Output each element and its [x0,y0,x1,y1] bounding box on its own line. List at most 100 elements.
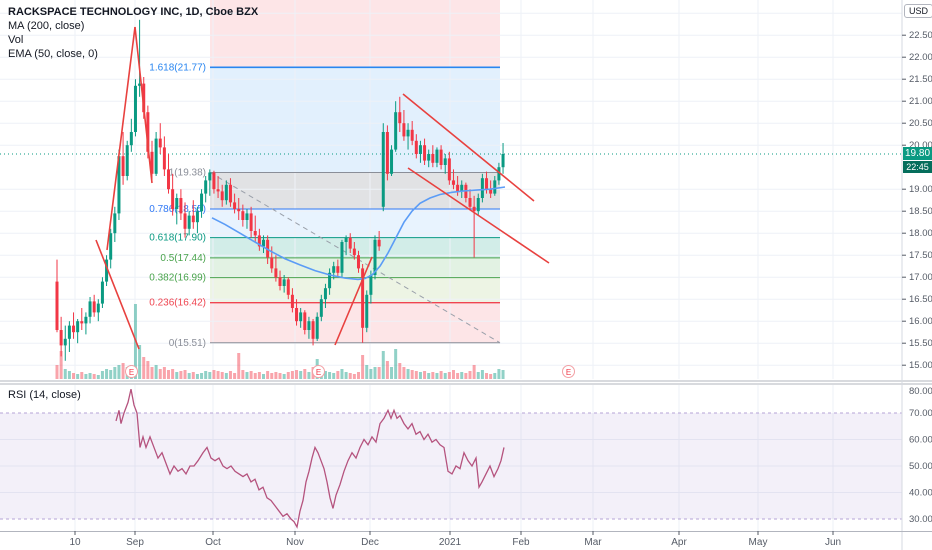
volume-bar [200,373,204,379]
candle-body [410,129,414,141]
volume-bar [105,369,109,379]
bar-countdown-badge: 22:45 [903,161,932,173]
candle-body [72,325,76,333]
volume-bar [220,372,224,379]
volume-bar [468,371,472,379]
volume-bar [307,372,311,379]
volume-bar [208,372,212,379]
volume-bar [402,367,406,379]
candle-body [237,209,241,212]
volume-bar [67,371,71,379]
candle-body [129,132,133,146]
candle-body [175,198,179,209]
volume-bar [88,373,92,379]
currency-badge[interactable]: USD [904,4,932,18]
volume-bar [443,373,447,379]
fib-level-label[interactable]: 0.236(16.42) [149,298,206,309]
candle-body [451,180,455,185]
candle-body [418,145,422,154]
earnings-marker-icon[interactable]: E [562,365,575,378]
trendline-drawing[interactable] [407,167,550,264]
fib-trendline[interactable] [209,172,501,344]
trendline-drawing[interactable] [402,93,535,202]
candle-body [286,279,290,295]
volume-bar [179,371,183,379]
candle-body [100,281,104,304]
fib-level-label[interactable]: 0.786(18.55) [149,204,206,215]
price-axis-label: 22.50 [909,30,932,41]
fib-level-label[interactable]: 0.5(17.44) [160,253,206,264]
candle-body [249,213,253,231]
candle-body [282,279,286,286]
fib-band [210,257,500,278]
candle-body [468,198,472,207]
candle-body [352,248,356,256]
fib-level-label[interactable]: 0(15.51) [169,338,206,349]
candle-body [497,167,501,181]
candle-body [311,321,315,339]
volume-bar [356,372,360,379]
time-axis-label: Oct [205,537,221,548]
fib-band [210,0,500,68]
volume-bar [377,367,381,379]
candle-body [402,123,406,137]
candle-body [67,325,71,339]
indicator-ma[interactable]: MA (200, close) [8,20,85,32]
volume-bar [332,373,336,379]
volume-bar [476,372,480,379]
candle-body [59,330,63,346]
trendline-drawing[interactable] [95,239,140,350]
volume-bar [233,373,237,379]
time-axis-label: 2021 [439,537,462,548]
volume-bar [464,373,468,379]
candle-body [55,281,59,330]
time-axis-label: Sep [126,537,144,548]
time-axis-label: Dec [361,537,379,548]
trendline-drawing[interactable] [334,256,373,346]
candle-body [195,211,199,223]
candle-body [162,147,166,170]
volume-bar [241,370,245,379]
candle-body [501,154,505,168]
trendline-drawing[interactable] [106,26,136,251]
time-axis-label: Feb [512,537,530,548]
trendline-drawing[interactable] [134,26,153,184]
candle-body [377,239,381,247]
volume-bar [427,373,431,379]
fib-band [210,302,500,343]
volume-bar [212,370,216,379]
candle-body [150,151,154,174]
volume-bar [154,365,158,379]
candle-body [121,156,125,176]
symbol-title[interactable]: RACKSPACE TECHNOLOGY INC, 1D, Cboe BZX [8,6,259,18]
earnings-marker-icon[interactable]: E [312,365,325,378]
volume-bar [410,370,414,379]
fib-level-label[interactable]: 1.618(21.77) [149,62,206,73]
fib-level-label[interactable]: 0.618(17.90) [149,233,206,244]
volume-bar [72,373,76,379]
rsi-line[interactable] [115,389,505,529]
candle-body [315,316,319,339]
volume-bar [381,351,385,379]
volume-bar [485,373,489,379]
fib-level-label[interactable]: 0.382(16.99) [149,273,206,284]
volume-bar [183,370,187,379]
volume-bar [150,367,154,379]
rsi-indicator-label[interactable]: RSI (14, close) [8,389,81,401]
ema-line[interactable] [211,186,506,281]
fib-level-label[interactable]: 1(19.38) [169,167,206,178]
volume-bar [489,374,493,379]
volume-bar [266,371,270,379]
candle-body [373,239,377,275]
candle-body [390,149,394,174]
indicator-ema[interactable]: EMA (50, close, 0) [8,48,98,60]
rsi-band [0,413,902,519]
indicator-vol[interactable]: Vol [8,34,24,46]
candle-body [84,316,88,324]
candle-body [216,189,220,192]
volume-bar [76,374,80,379]
price-axis-label: 20.50 [909,118,932,129]
volume-bar [171,369,175,379]
earnings-marker-icon[interactable]: E [125,365,138,378]
